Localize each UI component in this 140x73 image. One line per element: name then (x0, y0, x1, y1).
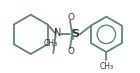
Text: O: O (67, 47, 74, 56)
Text: CH₃: CH₃ (43, 39, 57, 48)
Text: CH₃: CH₃ (99, 62, 113, 71)
Text: O: O (67, 13, 74, 22)
Text: N: N (53, 28, 61, 38)
Text: S: S (71, 29, 79, 39)
